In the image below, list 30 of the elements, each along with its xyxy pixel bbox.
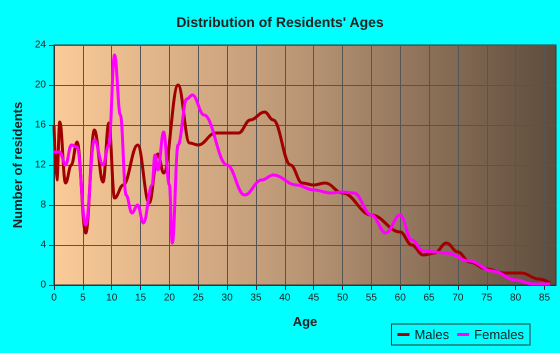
y-axis-title: Number of residents: [10, 102, 25, 228]
chart-title: Distribution of Residents' Ages: [176, 14, 384, 30]
x-tick-label: 35: [250, 292, 262, 304]
x-tick-label: 85: [538, 292, 550, 304]
y-tick-label: 20: [34, 80, 46, 90]
x-tick-label: 20: [164, 292, 176, 304]
x-tick-label: 70: [452, 292, 464, 304]
y-tick-label: 24: [34, 40, 46, 50]
y-tick-label: 12: [34, 160, 46, 170]
x-tick-label: 15: [134, 292, 147, 304]
x-tick-label: 65: [423, 292, 436, 304]
legend-label: Females: [474, 327, 524, 342]
x-tick-label: 60: [394, 292, 406, 304]
x-tick-label: 80: [510, 292, 522, 304]
x-tick-label: 75: [481, 292, 493, 304]
x-tick-label: 45: [308, 292, 320, 304]
x-tick-label: 0: [51, 292, 58, 304]
x-tick-label: 50: [336, 292, 349, 304]
y-tick-label: 0: [40, 280, 46, 290]
legend-label: Males: [414, 327, 450, 342]
x-tick-label: 55: [366, 292, 378, 304]
x-tick-label: 40: [279, 292, 291, 304]
y-tick-label: 16: [34, 120, 46, 130]
x-tick-label: 30: [222, 292, 234, 304]
x-tick-label: 25: [192, 292, 204, 304]
x-axis-title: Age: [292, 314, 318, 329]
x-tick-label: 5: [80, 292, 86, 304]
x-tick-label: 10: [106, 292, 118, 304]
y-tick-label: 8: [40, 200, 46, 210]
y-tick-label: 4: [40, 240, 46, 250]
